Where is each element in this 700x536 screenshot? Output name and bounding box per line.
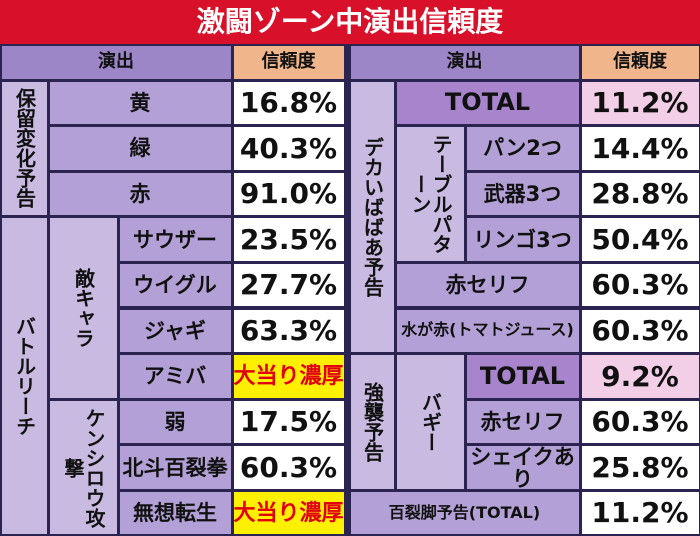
effect-label: 水が赤(トマトジュース) [396,309,579,353]
subgroup-label: テーブルパターン [396,127,464,261]
reliability-value: 11.2% [581,491,699,535]
reliability-value: 17.5% [233,400,344,444]
reliability-value: 60.3% [581,309,699,353]
reliability-value: 大当り濃厚 [233,355,344,398]
reliability-value: 27.7% [233,263,344,307]
effect-label: サウザー [119,218,231,261]
reliability-value: 40.3% [233,127,344,170]
group-label: 保留変化予告 [1,81,47,216]
reliability-value: 16.8% [233,81,344,125]
title: 激闘ゾーン中演出信頼度 [0,0,700,44]
reliability-value: 9.2% [581,355,699,398]
reliability-value: 91.0% [233,172,344,216]
effect-label: 赤セリフ [466,400,579,444]
effect-label: 北斗百裂拳 [119,446,231,489]
header-cell: 信頼度 [581,45,699,79]
effect-label: アミバ [119,355,231,398]
effect-label: 無想転生 [119,491,231,535]
group-label: デカいばばあ予告 [350,81,394,353]
reliability-value: 11.2% [581,81,699,125]
effect-label: 百裂脚予告(TOTAL) [350,491,579,535]
effect-label: シェイクあり [466,446,579,490]
effect-label: 赤セリフ [396,263,579,307]
effect-label: 緑 [49,127,231,170]
reliability-value: 14.4% [581,127,699,170]
reliability-value: 63.3% [233,309,344,353]
reliability-value: 28.8% [581,172,699,216]
effect-label: TOTAL [396,81,579,125]
subgroup-label: ケンシロウ攻撃 [49,400,117,535]
effect-label: ウイグル [119,263,231,307]
header-cell: 信頼度 [233,45,344,79]
subgroup-label: バギー [396,355,464,489]
group-label: 強襲予告 [350,355,394,489]
effect-label: 弱 [119,400,231,444]
effect-label: リンゴ3つ [466,218,579,261]
reliability-value: 60.3% [233,446,344,489]
effect-label: ジャギ [119,309,231,353]
subgroup-label: 敵キャラ [49,218,117,398]
effect-label: TOTAL [466,355,579,398]
reliability-value: 50.4% [581,218,699,261]
reliability-value: 25.8% [581,446,699,489]
reliability-value: 60.3% [581,263,699,307]
reliability-value: 23.5% [233,218,344,261]
header-cell: 演出 [350,45,579,79]
reliability-value: 大当り濃厚 [233,491,344,535]
effect-label: 武器3つ [466,172,579,216]
reliability-value: 60.3% [581,400,699,444]
group-label: バトルリーチ [1,218,47,535]
effect-label: 赤 [49,172,231,216]
effect-label: 黄 [49,81,231,125]
effect-label: パン2つ [466,127,579,170]
header-cell: 演出 [1,45,231,79]
